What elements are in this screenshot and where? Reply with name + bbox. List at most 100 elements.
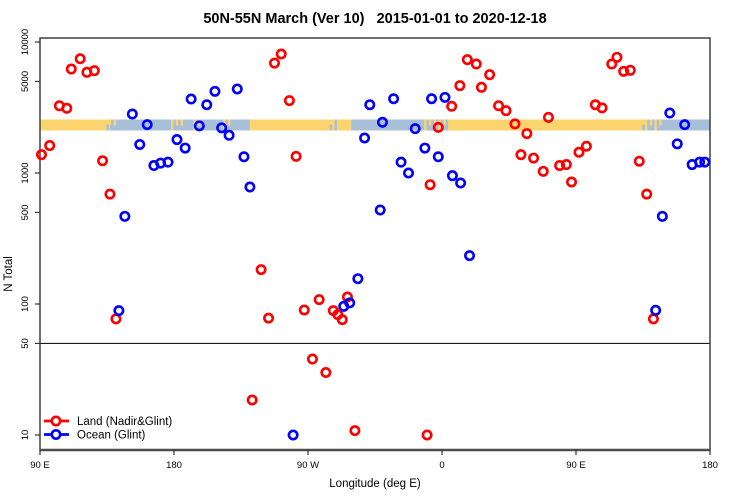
data-point-land: [573, 146, 585, 158]
data-point-ocean: [376, 116, 388, 128]
data-point-land: [647, 313, 659, 325]
x-tick-label: 90 W: [297, 460, 319, 471]
data-point-land: [88, 65, 100, 77]
data-point-land: [290, 150, 302, 162]
data-point-land: [246, 394, 258, 406]
data-point-land: [298, 304, 310, 316]
strip-mixed-chip: [431, 119, 434, 131]
strip-mixed-chip: [428, 119, 432, 126]
data-point-land: [61, 102, 73, 114]
strip-mixed-chip: [438, 119, 441, 131]
strip-mixed-chip: [111, 119, 114, 131]
data-point-ocean: [359, 132, 371, 144]
strip-mixed-chip: [329, 124, 333, 131]
data-point-land: [606, 58, 618, 70]
strip-segment-land: [40, 119, 110, 131]
strip-mixed-chip: [436, 124, 439, 131]
strip-mixed-chip: [426, 124, 429, 131]
data-point-ocean: [134, 139, 146, 151]
data-point-land: [74, 53, 86, 65]
strip-mixed-chip: [644, 119, 648, 126]
data-point-ocean: [656, 210, 668, 222]
data-point-land: [454, 80, 466, 92]
y-tick-label: 1000: [20, 162, 31, 183]
x-tick-label: 0: [439, 460, 444, 471]
data-point-ocean: [179, 142, 191, 154]
data-point-land: [554, 160, 566, 172]
data-point-ocean: [287, 429, 299, 441]
data-point-ocean: [231, 83, 243, 95]
data-point-ocean: [464, 250, 476, 262]
data-point-ocean: [664, 107, 676, 119]
strip-mixed-chip: [654, 119, 657, 131]
data-point-land: [500, 105, 512, 117]
data-point-ocean: [426, 93, 438, 105]
data-point-land: [275, 48, 287, 60]
data-point-land: [461, 54, 473, 66]
data-point-ocean: [364, 99, 376, 111]
data-point-land: [336, 314, 348, 326]
data-point-ocean: [374, 204, 386, 216]
strip-mixed-chip: [106, 124, 109, 131]
strip-mixed-chip: [659, 119, 662, 126]
data-point-land: [432, 121, 444, 133]
data-point-land: [618, 65, 630, 77]
data-point-ocean: [432, 151, 444, 163]
data-point-ocean: [141, 119, 153, 131]
y-tick-label: 500: [20, 205, 31, 221]
data-point-land: [44, 140, 56, 152]
data-point-ocean: [126, 108, 138, 120]
data-point-ocean: [446, 170, 458, 182]
data-point-ocean: [119, 210, 131, 222]
x-tick-label: 180: [702, 460, 718, 471]
data-point-ocean: [694, 156, 706, 168]
data-point-ocean: [162, 156, 174, 168]
data-point-land: [104, 188, 116, 200]
strip-mixed-chip: [424, 119, 427, 131]
y-tick-label: 50: [20, 338, 31, 349]
data-point-land: [580, 140, 592, 152]
legend-marker-icon: [50, 428, 62, 440]
strip-mixed-chip: [104, 119, 107, 131]
y-tick-label: 5000: [20, 71, 31, 92]
data-point-ocean: [193, 120, 205, 132]
y-tick-label: 10000: [20, 29, 31, 55]
data-point-land: [421, 429, 433, 441]
strip-mixed-chip: [230, 119, 233, 131]
x-axis-title: Longitude (deg E): [329, 478, 421, 490]
data-point-ocean: [352, 273, 364, 285]
data-point-land: [537, 165, 549, 177]
strip-mixed-chip: [200, 119, 203, 131]
strip-mixed-chip: [656, 124, 660, 131]
strip-mixed-chip: [649, 119, 653, 126]
data-point-land: [528, 152, 540, 164]
strip-mixed-chip: [334, 119, 337, 131]
data-point-ocean: [238, 151, 250, 163]
strip-mixed-chip: [175, 119, 179, 126]
x-tick-label: 90 E: [566, 460, 586, 471]
y-tick-label: 100: [20, 296, 31, 312]
chart-title: 50N-55N March (Ver 10) 2015-01-01 to 202…: [203, 11, 547, 27]
legend-label: Land (Nadir&Glint): [77, 416, 172, 428]
strip-mixed-chip: [647, 119, 650, 131]
data-point-land: [542, 111, 554, 123]
data-point-land: [470, 58, 482, 70]
data-point-land: [446, 100, 458, 112]
strip-mixed-chip: [327, 119, 330, 131]
data-point-land: [263, 312, 275, 324]
data-point-land: [283, 95, 295, 107]
data-point-land: [306, 353, 318, 365]
data-point-ocean: [699, 156, 711, 168]
plot-box: [39, 37, 711, 451]
data-point-land: [566, 176, 578, 188]
strip-mixed-chip: [173, 124, 176, 131]
data-point-ocean: [185, 93, 197, 105]
data-point-land: [341, 291, 353, 303]
data-point-land: [596, 102, 608, 114]
data-point-land: [320, 366, 332, 378]
strip-mixed-chip: [445, 119, 449, 131]
data-point-ocean: [209, 85, 221, 97]
strip-mixed-chip: [178, 119, 181, 131]
